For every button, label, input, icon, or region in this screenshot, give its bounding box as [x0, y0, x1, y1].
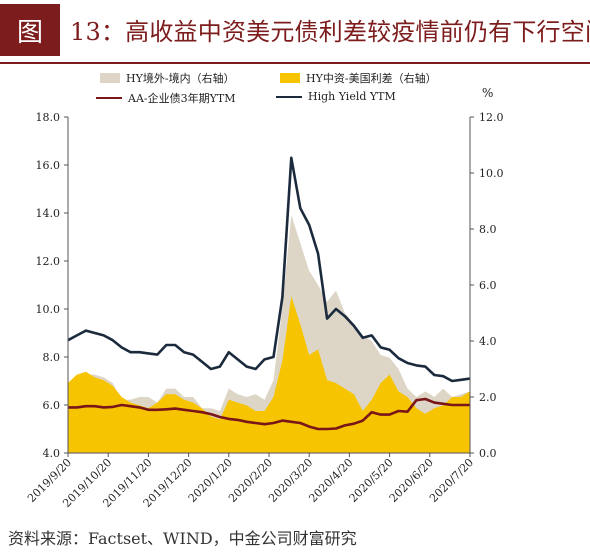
legend-label-aa-corp: AA-企业债3年期YTM — [128, 92, 236, 105]
y-left-tick-label: 14.0 — [36, 207, 61, 220]
y-right-tick-label: 4.0 — [479, 335, 497, 348]
y-right-tick-label: 2.0 — [479, 391, 497, 404]
source-note: 资料来源：Factset、WIND，中金公司财富研究 — [8, 529, 357, 548]
legend-item-hy-offshore-onshore: HY境外-境内（右轴） — [100, 70, 235, 86]
y-left-tick-label: 10.0 — [36, 303, 61, 316]
right-axis-unit: % — [482, 86, 494, 100]
legend-label-hy-offshore-onshore: HY境外-境内（右轴） — [126, 72, 235, 85]
y-right-tick-label: 10.0 — [479, 167, 504, 180]
figure-badge: 图 — [0, 4, 60, 56]
figure-title-bar: 图 13：高收益中资美元债利差较疫情前仍有下行空间 — [0, 0, 590, 62]
y-left-tick-label: 8.0 — [43, 351, 61, 364]
y-right-tick-label: 8.0 — [479, 223, 497, 236]
legend-label-hy-china-us: HY中资-美国利差（右轴） — [306, 72, 437, 85]
legend-swatch-aa-corp — [96, 97, 122, 99]
y-right-tick-label: 12.0 — [479, 111, 504, 124]
legend-label-high-yield: High Yield YTM — [308, 90, 396, 103]
figure-title: 13：高收益中资美元债利差较疫情前仍有下行空间 — [70, 18, 590, 46]
series-aa-corp-ytm-line — [68, 397, 470, 431]
x-tick-label: 2020/7/20 — [427, 456, 476, 505]
legend-item-aa-corp: AA-企业债3年期YTM — [96, 90, 235, 106]
legend-item-hy-china-us: HY中资-美国利差（右轴） — [280, 70, 437, 86]
y-left-tick-label: 16.0 — [36, 159, 61, 172]
legend-swatch-high-yield — [276, 95, 302, 98]
y-left-tick-label: 6.0 — [43, 399, 61, 412]
y-left-tick-label: 18.0 — [36, 111, 61, 124]
legend-swatch-hy-offshore-onshore — [100, 73, 120, 83]
legend-item-high-yield: High Yield YTM — [276, 90, 396, 103]
y-right-tick-label: 0.0 — [479, 447, 497, 460]
legend-swatch-hy-china-us — [280, 73, 300, 83]
y-left-tick-label: 12.0 — [36, 255, 61, 268]
series-hy-offshore-onshore-area — [68, 215, 470, 453]
chart-legend: HY境外-境内（右轴） HY中资-美国利差（右轴） AA-企业债3年期YTM H… — [60, 64, 490, 108]
series-hy-china-us-area — [68, 296, 470, 453]
series-high-yield-ytm-line — [67, 156, 471, 383]
y-left-tick-label: 4.0 — [43, 447, 61, 460]
title-rule — [0, 62, 590, 64]
y-right-tick-label: 6.0 — [479, 279, 497, 292]
